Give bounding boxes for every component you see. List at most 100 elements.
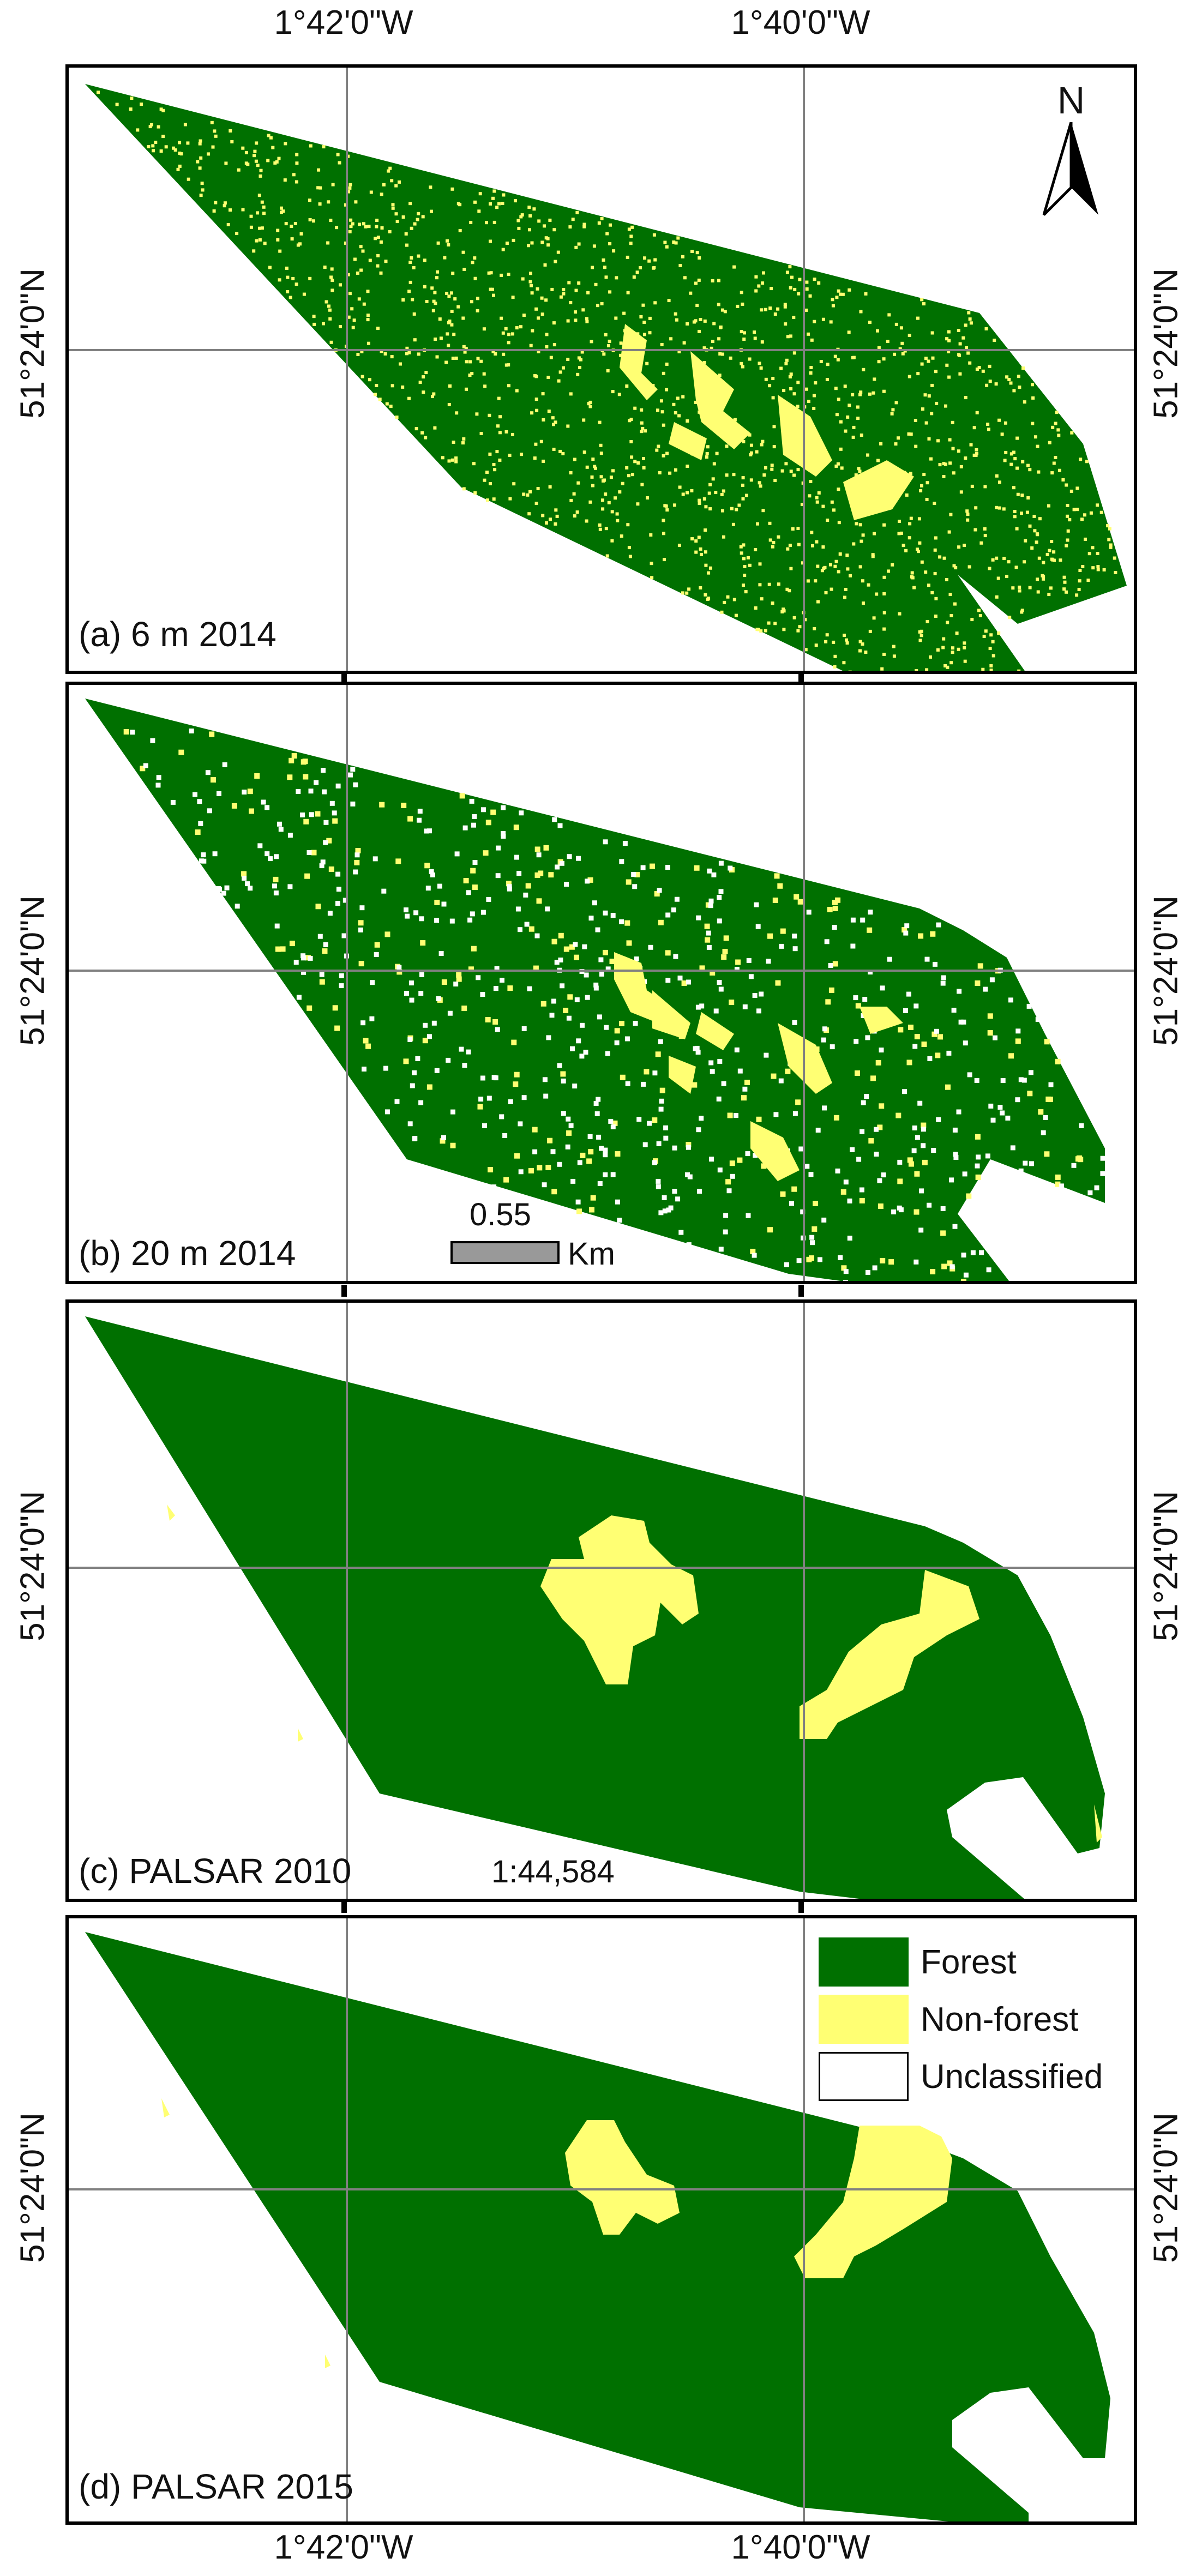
speckle-pixel xyxy=(718,860,724,866)
speckle-pixel xyxy=(961,1279,966,1281)
tick-mark xyxy=(341,1901,347,1913)
speckle-pixel xyxy=(1086,579,1090,582)
speckle-pixel xyxy=(871,553,875,557)
speckle-pixel xyxy=(408,202,412,206)
speckle-pixel xyxy=(921,1127,926,1132)
speckle-pixel xyxy=(708,507,712,511)
speckle-pixel xyxy=(508,497,512,501)
speckle-pixel xyxy=(843,634,846,637)
speckle-pixel xyxy=(927,437,931,441)
speckle-pixel xyxy=(605,232,609,236)
speckle-pixel xyxy=(412,1070,417,1075)
speckle-pixel xyxy=(896,1112,901,1118)
speckle-pixel xyxy=(919,1188,924,1194)
speckle-pixel xyxy=(545,521,548,525)
speckle-pixel xyxy=(798,278,802,281)
speckle-pixel xyxy=(1057,468,1061,472)
speckle-pixel xyxy=(830,500,834,504)
speckle-pixel xyxy=(905,493,909,497)
speckle-pixel xyxy=(580,1152,586,1158)
speckle-pixel xyxy=(636,502,640,506)
speckle-pixel xyxy=(792,392,796,396)
speckle-pixel xyxy=(534,933,540,938)
speckle-pixel xyxy=(450,310,454,313)
speckle-pixel xyxy=(920,298,924,302)
speckle-pixel xyxy=(845,553,849,557)
speckle-pixel xyxy=(961,336,965,340)
speckle-pixel xyxy=(549,1013,555,1018)
speckle-pixel xyxy=(1015,466,1019,470)
speckle-pixel xyxy=(172,146,176,150)
speckle-pixel xyxy=(991,558,995,562)
speckle-pixel xyxy=(331,183,335,186)
speckle-pixel xyxy=(742,440,746,443)
speckle-pixel xyxy=(925,498,929,501)
speckle-pixel xyxy=(779,366,783,370)
speckle-pixel xyxy=(495,873,501,878)
speckle-pixel xyxy=(647,259,651,263)
speckle-pixel xyxy=(456,976,462,982)
speckle-pixel xyxy=(789,334,792,338)
speckle-pixel xyxy=(456,305,460,309)
speckle-pixel xyxy=(981,369,985,373)
speckle-pixel xyxy=(690,537,694,541)
speckle-pixel xyxy=(903,1008,908,1013)
speckle-pixel xyxy=(347,315,351,319)
speckle-pixel xyxy=(366,341,370,345)
speckle-pixel xyxy=(97,91,100,94)
speckle-pixel xyxy=(328,317,332,321)
speckle-pixel xyxy=(287,833,293,838)
speckle-pixel xyxy=(1114,571,1117,574)
speckle-pixel xyxy=(395,416,399,419)
speckle-pixel xyxy=(957,989,962,994)
speckle-pixel xyxy=(832,906,838,911)
speckle-pixel xyxy=(837,398,840,401)
speckle-pixel xyxy=(1007,378,1011,381)
speckle-pixel xyxy=(529,344,533,347)
speckle-pixel xyxy=(934,536,937,540)
speckle-pixel xyxy=(984,629,988,633)
speckle-pixel xyxy=(491,196,495,200)
speckle-pixel xyxy=(569,392,573,396)
speckle-pixel xyxy=(886,340,890,344)
speckle-pixel xyxy=(951,646,954,650)
speckle-pixel xyxy=(942,637,946,641)
speckle-pixel xyxy=(753,1153,758,1158)
speckle-pixel xyxy=(500,273,503,277)
speckle-pixel xyxy=(941,646,945,649)
speckle-pixel xyxy=(447,344,450,347)
speckle-pixel xyxy=(593,1101,599,1106)
speckle-pixel xyxy=(705,937,711,943)
speckle-pixel xyxy=(934,615,937,618)
speckle-pixel xyxy=(1025,510,1029,514)
speckle-pixel xyxy=(824,640,828,643)
speckle-pixel xyxy=(858,393,862,396)
speckle-pixel xyxy=(1063,580,1067,584)
speckle-pixel xyxy=(398,180,401,184)
speckle-pixel xyxy=(446,1057,451,1063)
speckle-pixel xyxy=(704,528,707,532)
speckle-pixel xyxy=(900,531,903,535)
speckle-pixel xyxy=(681,395,685,399)
speckle-pixel xyxy=(938,463,942,467)
speckle-pixel xyxy=(347,190,351,194)
speckle-pixel xyxy=(454,456,458,460)
speckle-pixel xyxy=(226,223,230,226)
speckle-pixel xyxy=(462,1063,467,1068)
speckle-pixel xyxy=(1072,508,1076,511)
speckle-pixel xyxy=(515,389,519,393)
speckle-pixel xyxy=(969,321,973,325)
speckle-pixel xyxy=(665,912,671,918)
speckle-pixel xyxy=(436,270,440,274)
speckle-pixel xyxy=(265,805,270,810)
speckle-pixel xyxy=(253,149,257,153)
speckle-pixel xyxy=(212,209,216,213)
speckle-pixel xyxy=(492,463,496,466)
speckle-pixel xyxy=(768,538,772,542)
speckle-pixel xyxy=(540,312,544,316)
speckle-pixel xyxy=(541,392,545,396)
speckle-pixel xyxy=(862,601,865,605)
speckle-pixel xyxy=(348,772,353,778)
legend-swatch-forest xyxy=(819,1937,909,1987)
speckle-pixel xyxy=(241,871,247,877)
